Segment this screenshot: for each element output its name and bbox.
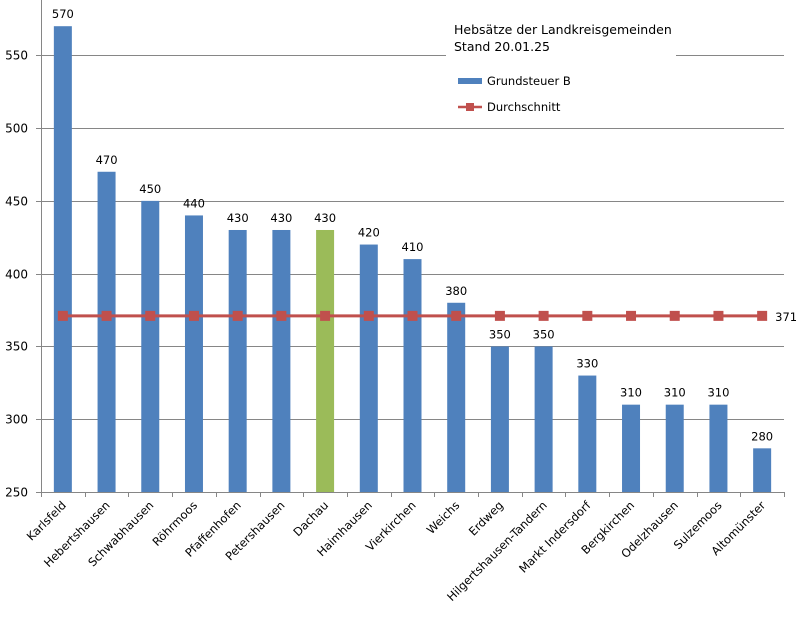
bar-value-label: 310 (620, 386, 642, 400)
average-marker (494, 310, 505, 321)
average-marker (188, 310, 199, 321)
average-marker (713, 310, 724, 321)
bars (53, 26, 772, 493)
bar-schwabhausen (141, 200, 160, 492)
bar-value-label: 430 (314, 211, 336, 225)
average-line (57, 310, 768, 321)
bar-value-label: 420 (358, 226, 380, 240)
bar-odelzhausen (665, 404, 684, 492)
bar-value-label: 440 (183, 196, 205, 210)
x-category-label: Dachau (290, 498, 331, 539)
y-tick-label-500: 500 (5, 122, 28, 136)
bar-haimhausen (359, 244, 378, 492)
average-marker (757, 310, 768, 321)
legend-label-grundsteuer-b: Grundsteuer B (487, 74, 571, 88)
y-tick-labels: 250 300 350 400 450 500 550 (5, 49, 28, 500)
y-tick-label-400: 400 (5, 268, 28, 282)
bar-hebertshausen (97, 171, 116, 493)
legend-swatch-grundsteuer-b (458, 78, 482, 84)
bar-value-label: 310 (664, 386, 686, 400)
bar-value-label: 330 (576, 357, 598, 371)
title-background (446, 18, 676, 58)
bar-value-label: 470 (96, 153, 118, 167)
x-category-labels: KarlsfeldHebertshausenSchwabhausenRöhrmo… (24, 498, 769, 604)
bar-r-hrmoos (184, 215, 203, 492)
bar-value-label: 570 (52, 7, 74, 21)
average-marker (145, 310, 156, 321)
average-marker (451, 310, 462, 321)
legend-label-durchschnitt: Durchschnitt (487, 100, 561, 114)
bar-bergkirchen (622, 404, 641, 492)
bar-dachau (316, 229, 335, 492)
bar-value-label: 430 (227, 211, 249, 225)
bar-pfaffenhofen (228, 229, 247, 492)
bar-value-label: 410 (402, 240, 424, 254)
average-marker (363, 310, 374, 321)
chart-subtitle: Stand 20.01.25 (454, 39, 550, 54)
bar-value-label: 350 (489, 327, 511, 341)
bar-karlsfeld (53, 26, 72, 493)
x-category-label: Karlsfeld (24, 498, 69, 543)
legend-marker-durchschnitt (466, 103, 474, 111)
bar-value-label: 350 (533, 327, 555, 341)
bar-value-label: 450 (139, 182, 161, 196)
average-marker (669, 310, 680, 321)
bar-value-label: 430 (270, 211, 292, 225)
average-marker (276, 310, 287, 321)
average-marker (101, 310, 112, 321)
x-category-label: Erdweg (466, 498, 506, 538)
average-marker (232, 310, 243, 321)
average-marker (538, 310, 549, 321)
y-tick-label-550: 550 (5, 49, 28, 63)
y-tick-label-250: 250 (5, 486, 28, 500)
bar-vierkirchen (403, 259, 422, 492)
chart-title: Hebsätze der Landkreisgemeinden (454, 22, 672, 37)
average-value-label: 371 (775, 310, 797, 324)
bar-weichs (447, 302, 466, 492)
data-labels: 570 470 450 440 430 430 430 420 410 380 350 350 330 3… (52, 7, 797, 443)
x-category-label: Weichs (424, 498, 463, 537)
bar-altom-nster (753, 448, 772, 492)
y-tick-label-350: 350 (5, 340, 28, 354)
average-marker (626, 310, 637, 321)
bar-value-label: 310 (707, 386, 729, 400)
bar-value-label: 380 (445, 284, 467, 298)
bar-hilgertshausen-tandern (534, 346, 553, 492)
bar-sulzemoos (709, 404, 728, 492)
average-marker (582, 310, 593, 321)
bar-petershausen (272, 229, 291, 492)
bar-value-label: 280 (751, 429, 773, 443)
y-tick-label-300: 300 (5, 413, 28, 427)
average-marker (407, 310, 418, 321)
bar-erdweg (490, 346, 509, 492)
axes (36, 0, 785, 497)
y-tick-label-450: 450 (5, 195, 28, 209)
average-marker (57, 310, 68, 321)
average-marker (320, 310, 331, 321)
bar-markt-indersdorf (578, 375, 597, 492)
legend: Grundsteuer B Durchschnitt (446, 65, 606, 119)
chart-title-block: Hebsätze der Landkreisgemeinden Stand 20… (446, 18, 676, 58)
